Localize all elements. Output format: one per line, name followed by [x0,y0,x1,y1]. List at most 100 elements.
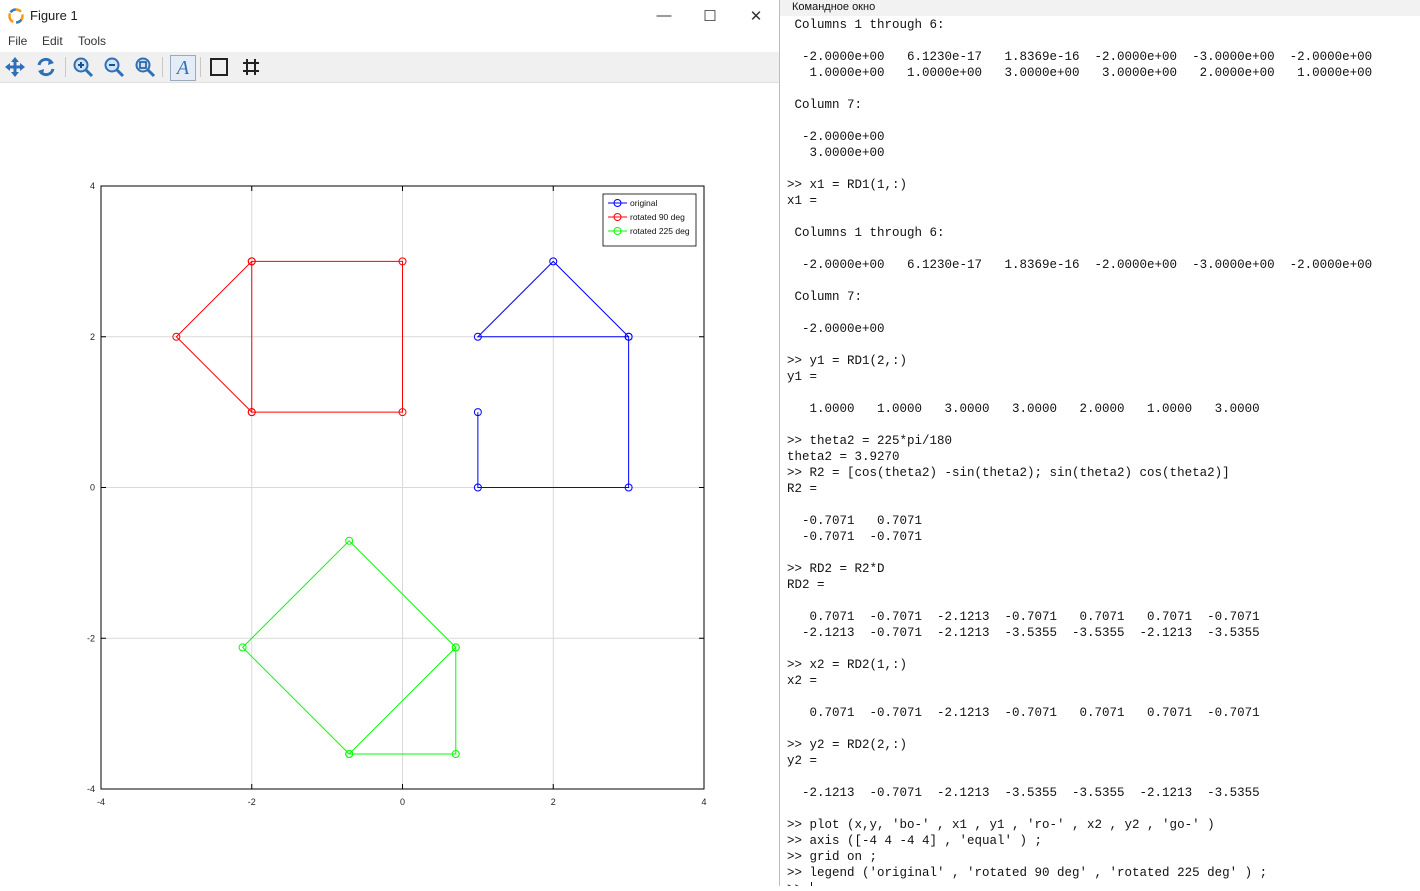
zoom-in-icon [73,57,94,78]
command-output-line [787,337,1420,353]
maximize-button[interactable]: ☐ [687,0,733,31]
series-2-point [451,749,460,758]
command-output-line: x2 = [787,674,818,688]
series-0-point [473,332,482,341]
command-output-line [787,417,1420,433]
figure-titlebar[interactable]: Figure 1 — ☐ ✕ [0,0,779,31]
series-2-point [451,643,460,652]
legend-label-1: rotated 90 deg [630,212,685,222]
maximize-icon: ☐ [703,7,717,25]
command-output-line [787,545,1420,561]
command-output-line: -0.7071 -0.7071 [787,530,923,544]
command-output-line: Column 7: [787,98,863,112]
pan-icon [5,57,25,77]
command-output-line: -2.0000e+00 [787,130,885,144]
x-tick-label: 4 [701,797,706,807]
command-output-line [787,689,1420,705]
command-input-line: >> theta2 = 225*pi/180 [787,434,953,448]
toolbar-separator [65,57,66,77]
command-input-line: >> axis ([-4 4 -4 4] , 'equal' ) ; [787,834,1043,848]
command-output-line [787,305,1420,321]
close-button[interactable]: ✕ [733,0,779,31]
command-output-line: -2.1213 -0.7071 -2.1213 -3.5355 -3.5355 … [787,786,1260,800]
legend-label-2: rotated 225 deg [630,226,690,236]
rotate-button[interactable] [34,55,58,79]
command-output-line: y2 = [787,754,818,768]
command-output-line: RD2 = [787,578,825,592]
command-output[interactable]: Columns 1 through 6: -2.0000e+00 6.1230e… [787,17,1420,886]
command-output-line: 0.7071 -0.7071 -2.1213 -0.7071 0.7071 0.… [787,610,1260,624]
zoom-in-button[interactable] [71,55,95,79]
series-2-point [345,536,354,545]
series-0-point [624,483,633,492]
series-line-0 [476,260,630,488]
grid-button[interactable] [239,55,263,79]
zoom-out-icon [104,57,125,78]
command-input-line: >> R2 = [cos(theta2) -sin(theta2); sin(t… [787,466,1230,480]
command-window[interactable]: Командное окно Columns 1 through 6: -2.0… [780,0,1420,886]
text-insert-button[interactable]: A [170,55,196,81]
command-output-line [787,801,1420,817]
y-tick-label: 0 [90,483,95,493]
menu-edit[interactable]: Edit [42,34,63,48]
text-cursor [810,882,812,886]
legend-label-0: original [630,198,658,208]
zoom-reset-button[interactable] [133,55,157,79]
y-tick-label: -4 [87,784,95,794]
command-window-header: Командное окно [780,0,1420,16]
y-tick-label: 4 [90,181,95,191]
command-input-line: >> RD2 = R2*D [787,562,885,576]
command-input-line: >> x2 = RD2(1,:) [787,658,908,672]
figure-toolbar: A [0,52,779,83]
legend-marker-2 [613,227,622,235]
axes-box-button[interactable] [207,55,231,79]
command-output-line: 1.0000e+00 1.0000e+00 3.0000e+00 3.0000e… [787,66,1373,80]
x-tick-label: 0 [400,797,405,807]
figure-title: Figure 1 [30,8,78,23]
command-output-line: -0.7071 0.7071 [787,514,923,528]
y-tick-label: 2 [90,332,95,342]
x-tick-label: 2 [551,797,556,807]
octave-logo-icon [8,8,24,24]
command-output-line [787,721,1420,737]
menu-tools[interactable]: Tools [78,34,107,48]
command-output-line [787,273,1420,289]
command-output-line [787,241,1420,257]
command-output-line [787,769,1420,785]
command-output-line: x1 = [787,194,818,208]
command-input-line: >> [787,881,1420,886]
legend-marker-0 [613,199,622,207]
command-output-line [787,385,1420,401]
legend-marker-1 [613,213,622,221]
series-1-point [172,332,181,341]
command-output-line [787,593,1420,609]
command-output-line [787,161,1420,177]
command-output-line: -2.0000e+00 6.1230e-17 1.8369e-16 -2.000… [787,258,1373,272]
zoom-out-button[interactable] [102,55,126,79]
command-output-line [787,113,1420,129]
command-output-line: 1.0000 1.0000 3.0000 3.0000 2.0000 1.000… [787,402,1260,416]
command-output-line: 3.0000e+00 [787,146,885,160]
pan-button[interactable] [3,55,27,79]
series-0-point [473,483,482,492]
x-tick-label: -4 [97,797,105,807]
series-line-1 [175,260,403,414]
minimize-button[interactable]: — [641,0,687,31]
series-1-point [247,408,256,417]
command-output-line: Columns 1 through 6: [787,18,945,32]
command-window-title: Командное окно [792,1,876,13]
command-output-line: y1 = [787,370,818,384]
command-output-line [787,81,1420,97]
axes-box [100,185,705,790]
figure-window: Figure 1 — ☐ ✕ File Edit Tools [0,0,780,886]
series-2-point [238,643,247,652]
command-output-line: -2.0000e+00 [787,322,885,336]
command-output-line: -2.0000e+00 6.1230e-17 1.8369e-16 -2.000… [787,50,1373,64]
command-output-line [787,33,1420,49]
menu-file[interactable]: File [8,34,28,48]
command-output-line: theta2 = 3.9270 [787,450,900,464]
plot-area[interactable]: -4 -2 0 2 4 -4 -2 0 2 4 original rotated 90 deg rota… [0,83,779,886]
command-input-line: >> y2 = RD2(2,:) [787,738,908,752]
chart[interactable]: -4 -2 0 2 4 -4 -2 0 2 4 original rotated 90 deg rota… [0,83,779,886]
series-0-point [624,332,633,341]
